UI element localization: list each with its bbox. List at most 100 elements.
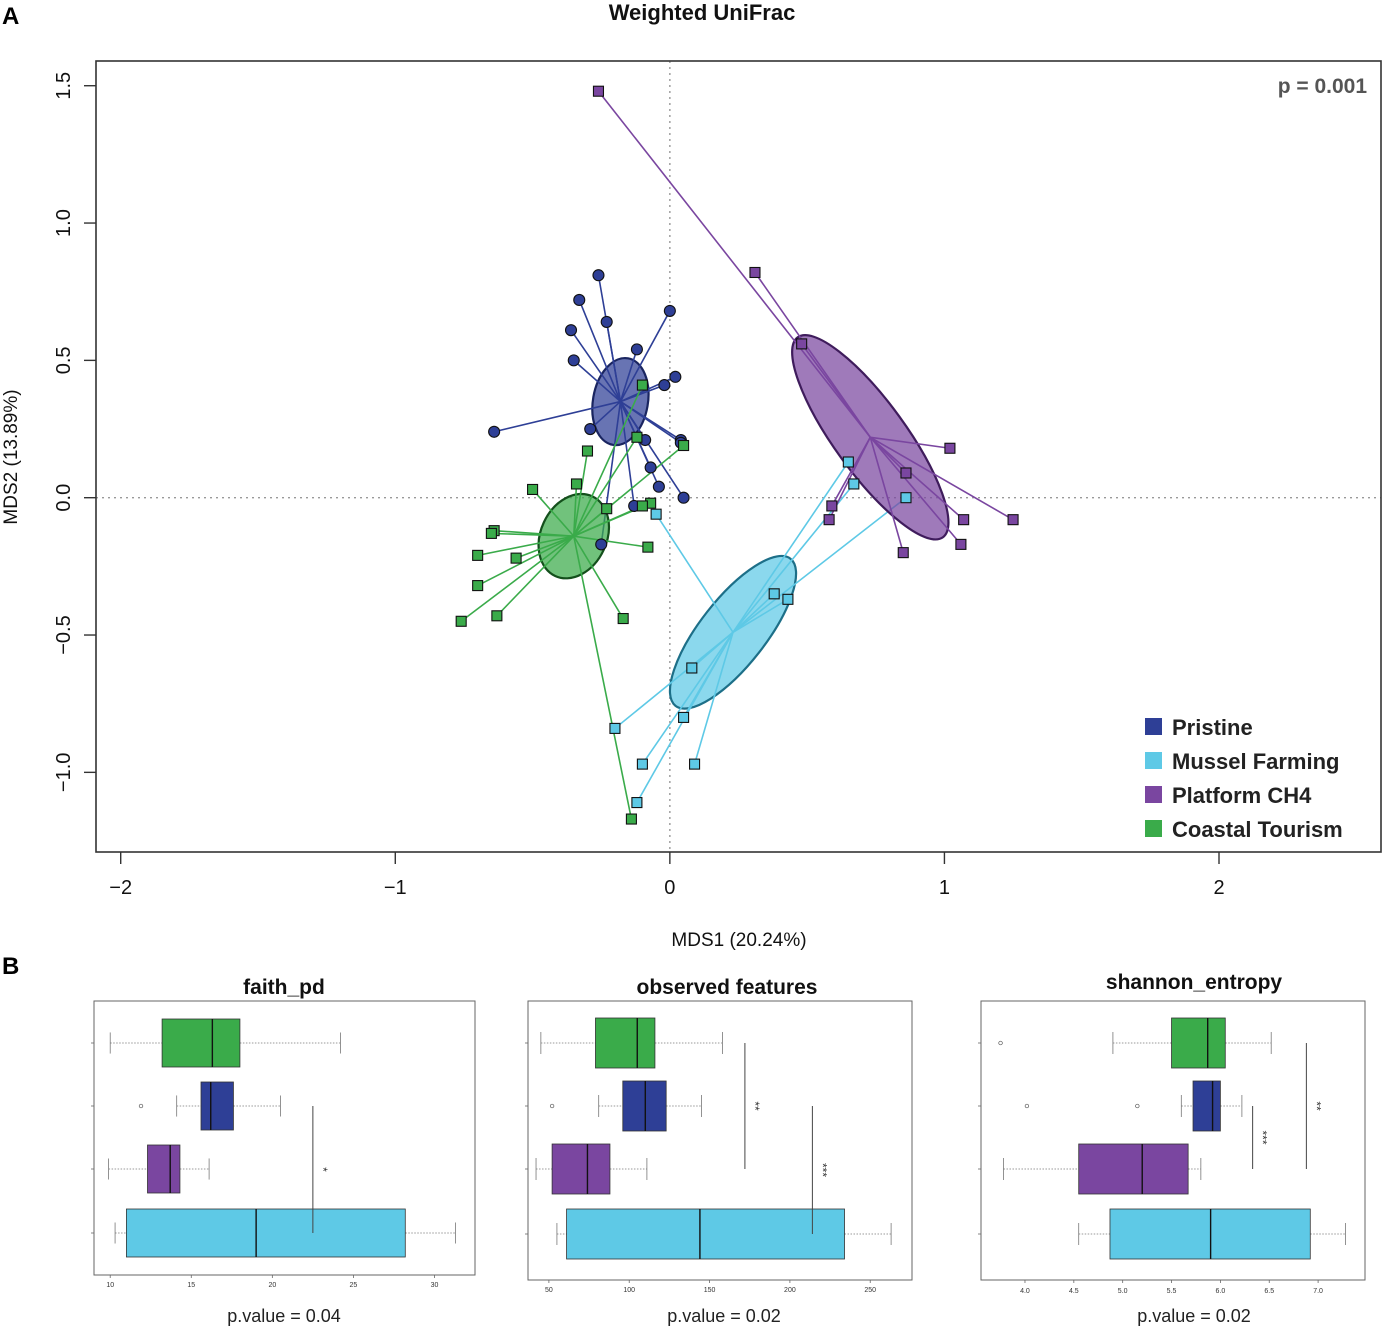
point bbox=[669, 370, 682, 383]
point bbox=[650, 508, 662, 520]
iqr-box bbox=[566, 1208, 845, 1260]
spider-line bbox=[619, 349, 638, 402]
point bbox=[631, 797, 643, 809]
box-coastal-tourism bbox=[978, 1017, 1272, 1069]
point bbox=[686, 662, 698, 674]
series-platform-ch4 bbox=[597, 90, 1014, 553]
spider-line bbox=[572, 483, 578, 537]
x-tick-label: 4.5 bbox=[1069, 1288, 1079, 1295]
legend-swatch-pristine bbox=[1145, 718, 1162, 735]
point bbox=[823, 514, 835, 526]
point bbox=[944, 442, 956, 454]
point bbox=[485, 527, 497, 539]
point bbox=[663, 304, 676, 317]
x-tick-label: 10 bbox=[106, 1282, 114, 1289]
spider-line bbox=[477, 535, 575, 587]
point bbox=[630, 343, 643, 356]
point bbox=[897, 547, 909, 559]
spider-line bbox=[572, 535, 633, 820]
iqr-box bbox=[161, 1018, 241, 1068]
boxplot-title-shannon-entropy: shannon_entropy bbox=[1106, 971, 1283, 994]
legend-label-platform-ch4: Platform CH4 bbox=[1172, 783, 1312, 808]
iqr-box bbox=[147, 1144, 181, 1194]
points-mussel-farming bbox=[609, 456, 912, 809]
boxplot-pvalue-faith-pd: p.value = 0.04 bbox=[227, 1306, 341, 1326]
spider-line bbox=[732, 497, 907, 633]
point bbox=[848, 478, 860, 490]
y-tick-label: −1.0 bbox=[53, 753, 75, 792]
box-mussel-farming bbox=[978, 1208, 1346, 1260]
spider-line bbox=[605, 321, 622, 402]
point bbox=[636, 758, 648, 770]
y-tick-label: 0.5 bbox=[53, 346, 75, 374]
significance-label: ** bbox=[1309, 1101, 1323, 1111]
spider-line bbox=[655, 513, 734, 633]
point bbox=[488, 425, 501, 438]
point bbox=[955, 538, 967, 550]
x-tick-label: 50 bbox=[545, 1287, 553, 1294]
box-pristine bbox=[978, 1080, 1243, 1132]
spider-line bbox=[589, 400, 621, 430]
x-tick-label: 20 bbox=[268, 1282, 276, 1289]
spider-line bbox=[570, 329, 622, 403]
point bbox=[491, 610, 503, 622]
y-tick-label: 0.0 bbox=[53, 484, 75, 512]
point bbox=[689, 758, 701, 770]
point bbox=[600, 315, 613, 328]
point bbox=[678, 711, 690, 723]
spider-line bbox=[732, 593, 775, 633]
legend-label-pristine: Pristine bbox=[1172, 715, 1253, 740]
box-coastal-tourism bbox=[525, 1017, 723, 1069]
series-coastal-tourism bbox=[460, 384, 685, 820]
x-tick-label: 30 bbox=[431, 1282, 439, 1289]
point bbox=[510, 552, 522, 564]
spider-line bbox=[477, 535, 574, 557]
spider-line bbox=[619, 401, 685, 499]
spider-line bbox=[869, 436, 1014, 521]
boxplot-title-faith-pd: faith_pd bbox=[243, 976, 325, 999]
boxplot-pvalue-shannon-entropy: p.value = 0.02 bbox=[1137, 1306, 1251, 1326]
mds-legend: Pristine Mussel Farming Platform CH4 Coa… bbox=[1145, 715, 1343, 842]
iqr-box bbox=[200, 1081, 234, 1131]
mds-plot: Weighted UniFrac MDS1 (20.24%) MDS2 (13.… bbox=[1, 0, 1382, 951]
point bbox=[678, 439, 690, 452]
legend-label-mussel-farming: Mussel Farming bbox=[1172, 749, 1339, 774]
significance-label: * bbox=[316, 1167, 330, 1172]
box-platform-ch4 bbox=[91, 1144, 210, 1194]
x-tick-label: −2 bbox=[109, 877, 132, 899]
mds-x-label: MDS1 (20.24%) bbox=[671, 930, 806, 951]
panel-label-b: B bbox=[2, 953, 19, 980]
point bbox=[900, 492, 912, 504]
x-tick-label: 7.0 bbox=[1313, 1288, 1323, 1295]
spider-line bbox=[869, 437, 905, 553]
box-platform-ch4 bbox=[978, 1143, 1202, 1195]
point bbox=[601, 503, 613, 515]
point bbox=[958, 514, 970, 526]
point bbox=[842, 456, 854, 468]
significance-label: *** bbox=[815, 1163, 829, 1177]
spider-line bbox=[491, 532, 574, 537]
legend-swatch-coastal-tourism bbox=[1145, 820, 1162, 837]
iqr-box bbox=[1171, 1017, 1226, 1069]
point bbox=[527, 483, 539, 496]
boxplot-shannon-entropy: shannon_entropy p.value = 0.02 4.0 4.5 5.0… bbox=[978, 971, 1366, 1326]
spider-line bbox=[531, 488, 575, 537]
point bbox=[570, 478, 583, 490]
x-tick-label: 5.5 bbox=[1167, 1288, 1177, 1295]
significance-label: ** bbox=[748, 1101, 762, 1111]
series-pristine bbox=[493, 275, 685, 545]
spider-line bbox=[572, 450, 589, 537]
mds-data bbox=[455, 85, 1019, 825]
x-tick-label: 150 bbox=[704, 1287, 716, 1294]
y-tick-label: −0.5 bbox=[53, 615, 75, 654]
spider-line bbox=[614, 631, 734, 730]
point bbox=[749, 266, 761, 279]
spider-line bbox=[460, 535, 575, 622]
point bbox=[636, 379, 648, 391]
series-mussel-farming bbox=[614, 461, 907, 803]
points-coastal-tourism bbox=[455, 379, 690, 825]
point bbox=[658, 379, 671, 392]
point bbox=[609, 722, 621, 734]
point bbox=[472, 580, 484, 592]
